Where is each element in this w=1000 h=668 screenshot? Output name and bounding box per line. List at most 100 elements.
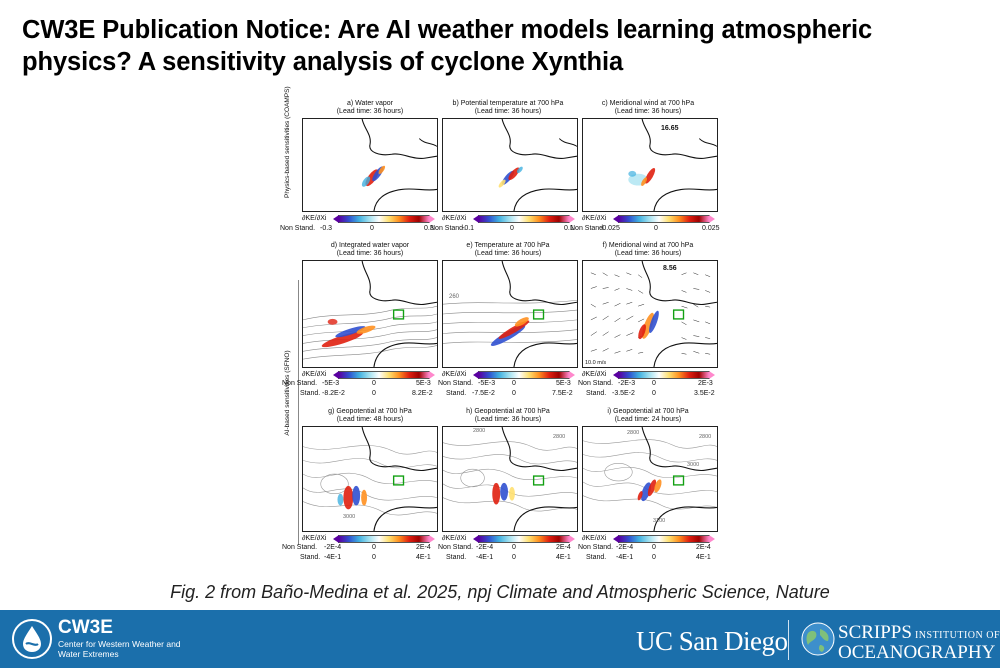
cw3e-water-drop-logo (12, 619, 52, 659)
colorbar-b-ns-label: Non Stand. (430, 225, 466, 232)
colorbar-b-label: ∂KE/∂Xi (442, 215, 467, 222)
colorbar-g-mid: 0 (372, 544, 376, 551)
colorbar-h-st-mid: 0 (512, 554, 516, 561)
colorbar-i-max: 2E-4 (696, 544, 711, 551)
colorbar-d-max: 5E-3 (416, 380, 431, 387)
panel-lead-time: (Lead time: 36 hours) (614, 250, 682, 257)
colorbar-a-label: ∂KE/∂Xi (302, 215, 327, 222)
colorbar-e-max: 5E-3 (556, 380, 571, 387)
colorbar-a-max: 0.3 (424, 225, 434, 232)
footer-bar: CW3E Center for Western Weather and Wate… (0, 610, 1000, 668)
colorbar-d-ns-label: Non Stand. (282, 380, 318, 387)
scripps-globe-logo (801, 622, 835, 656)
map-c: 16.65 (582, 118, 718, 212)
colorbar-e-min: -5E-3 (478, 380, 496, 387)
panel-d: d) Integrated water vapor (Lead time: 36… (300, 242, 440, 258)
contour-label-i2: 2800 (699, 434, 712, 440)
colorbar-h-st-label: Stand. (446, 554, 467, 561)
scripps-wordmark-line2: OCEANOGRAPHY (838, 642, 996, 663)
page-title: CW3E Publication Notice: Are AI weather … (22, 16, 873, 76)
figure-caption: Fig. 2 from Baño-Medina et al. 2025, npj… (170, 582, 830, 602)
contour-label-g: 3000 (343, 514, 356, 520)
colorbar-e (473, 371, 575, 379)
panel-lead-time: (Lead time: 36 hours) (474, 250, 542, 257)
colorbar-b (473, 215, 575, 223)
colorbar-f (613, 371, 715, 379)
panel-e: e) Temperature at 700 hPa (Lead time: 36… (438, 242, 578, 258)
colorbar-d-st-max: 8.2E-2 (412, 390, 433, 397)
panel-title: f) Meridional wind at 700 hPa (602, 242, 694, 249)
colorbar-i-min: -2E-4 (616, 544, 634, 551)
colorbar-g-max: 2E-4 (416, 544, 431, 551)
contour-label-h1: 2800 (473, 428, 486, 434)
contour-label-i1: 2800 (627, 430, 640, 436)
colorbar-c (613, 215, 715, 223)
colorbar-h-min: -2E-4 (476, 544, 494, 551)
map-d (302, 260, 438, 368)
map-h: 2800 2800 (442, 426, 578, 532)
colorbar-f-st-min: -3.5E-2 (612, 390, 635, 397)
panel-lead-time: (Lead time: 24 hours) (614, 416, 682, 423)
panel-lead-time: (Lead time: 36 hours) (336, 250, 404, 257)
row-label-physics: Physics-based sensitivities (COAMPS) (284, 86, 291, 198)
colorbar-f-st-max: 3.5E-2 (694, 390, 715, 397)
colorbar-a-min: -0.3 (320, 225, 333, 232)
colorbar-e-label: ∂KE/∂Xi (442, 371, 467, 378)
contour-label-i3: 3000 (687, 462, 700, 468)
panel-title: g) Geopotential at 700 hPa (328, 408, 412, 415)
colorbar-e-ns-label: Non Stand. (438, 380, 474, 387)
contour-label-e: 260 (449, 294, 460, 300)
colorbar-i-label: ∂KE/∂Xi (582, 535, 607, 542)
colorbar-h-label: ∂KE/∂Xi (442, 535, 467, 542)
colorbar-g-label: ∂KE/∂Xi (302, 535, 327, 542)
panel-title: d) Integrated water vapor (330, 242, 410, 249)
colorbar-i-st-mid: 0 (652, 554, 656, 561)
wind-scale-label: 10.0 m/s (585, 359, 607, 367)
colorbar-g-st-min: -4E-1 (324, 554, 342, 561)
sensitivity-figure: Physics-based sensitivities (COAMPS) AI-… (278, 86, 738, 564)
colorbar-h-st-min: -4E-1 (476, 554, 494, 561)
map-i: 2800 2800 3000 3100 (582, 426, 718, 532)
colorbar-e-st-label: Stand. (446, 390, 467, 397)
panel-c: c) Meridional wind at 700 hPa (Lead time… (578, 100, 718, 116)
colorbar-f-st-label: Stand. (586, 390, 607, 397)
contour-label-h2: 2800 (553, 434, 566, 440)
map-a (302, 118, 438, 212)
colorbar-a-ns-label: Non Stand. (280, 225, 316, 232)
colorbar-h-max: 2E-4 (556, 544, 571, 551)
colorbar-a (333, 215, 435, 223)
panel-a: a) Water vapor (Lead time: 36 hours) (300, 100, 440, 116)
map-f: 8.56 10.0 m/s (582, 260, 718, 368)
colorbar-i-st-label: Stand. (586, 554, 607, 561)
panel-b: b) Potential temperature at 700 hPa (Lea… (438, 100, 578, 116)
panel-lead-time: (Lead time: 36 hours) (614, 108, 682, 115)
colorbar-g (333, 535, 435, 543)
scripps-wordmark-line1: SCRIPPS INSTITUTION OF (838, 622, 1000, 643)
panel-h: h) Geopotential at 700 hPa (Lead time: 3… (438, 408, 578, 424)
cw3e-wordmark: CW3E (58, 617, 113, 638)
colorbar-e-mid: 0 (512, 380, 516, 387)
row-bracket-ai (298, 280, 299, 545)
colorbar-c-max: 0.025 (702, 225, 720, 232)
colorbar-c-mid: 0 (654, 225, 658, 232)
colorbar-f-label: ∂KE/∂Xi (582, 371, 607, 378)
colorbar-d-mid: 0 (372, 380, 376, 387)
colorbar-a-mid: 0 (370, 225, 374, 232)
map-e: 260 (442, 260, 578, 368)
colorbar-i (613, 535, 715, 543)
colorbar-i-st-min: -4E-1 (616, 554, 634, 561)
colorbar-g-ns-label: Non Stand. (282, 544, 318, 551)
colorbar-d-st-mid: 0 (372, 390, 376, 397)
ucsd-logo: UC San Diego (636, 626, 788, 656)
colorbar-b-max: 0.1 (564, 225, 574, 232)
colorbar-d (333, 371, 435, 379)
colorbar-f-st-mid: 0 (652, 390, 656, 397)
colorbar-f-min: -2E-3 (618, 380, 636, 387)
colorbar-e-st-min: -7.5E-2 (472, 390, 495, 397)
colorbar-h-mid: 0 (512, 544, 516, 551)
colorbar-c-label: ∂KE/∂Xi (582, 215, 607, 222)
colorbar-i-ns-label: Non Stand. (578, 544, 614, 551)
panel-max-value: 8.56 (663, 265, 677, 272)
logo-divider (788, 620, 789, 660)
panel-title: a) Water vapor (346, 100, 394, 107)
